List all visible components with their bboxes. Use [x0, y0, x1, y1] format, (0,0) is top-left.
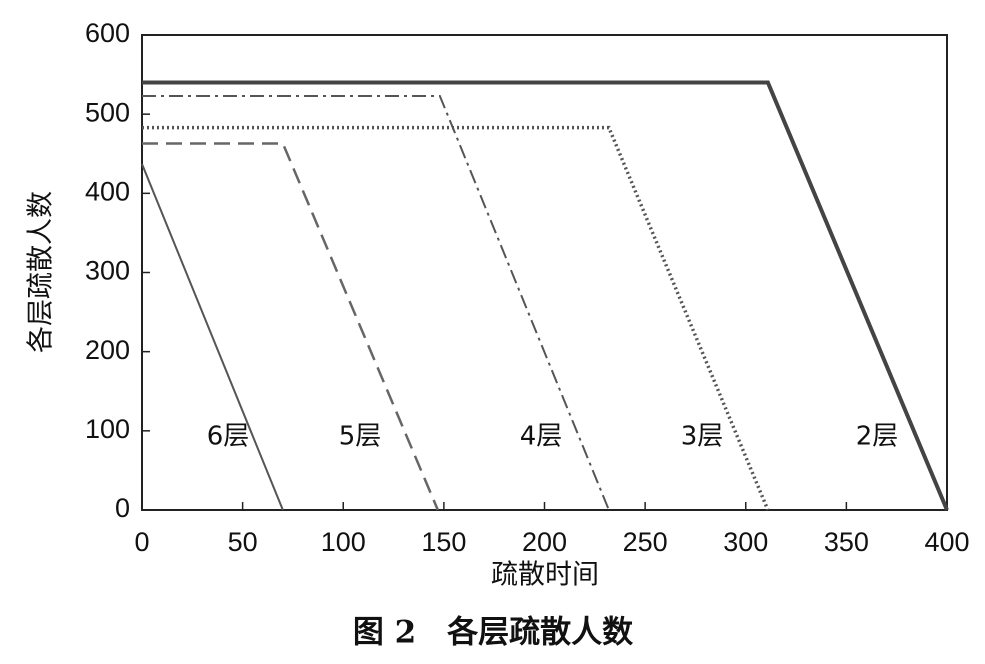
- x-tick-label: 50: [228, 527, 258, 557]
- series-label: 4层: [520, 422, 563, 452]
- series-label: 5层: [339, 422, 382, 452]
- caption: 图 2 各层疏散人数: [353, 615, 633, 651]
- y-tick-label: 100: [85, 414, 130, 444]
- series-line: [142, 125, 770, 511]
- series-line: [141, 163, 284, 511]
- y-tick-label: 200: [85, 335, 130, 365]
- x-tick-label: 200: [522, 527, 567, 557]
- series-label: 3层: [681, 422, 724, 452]
- y-tick-label: 500: [85, 97, 130, 127]
- x-tick-label: 100: [321, 527, 366, 557]
- series-line: [142, 80, 949, 511]
- series-line: [142, 94, 610, 511]
- x-tick-label: 350: [824, 527, 869, 557]
- series-line: [142, 142, 439, 511]
- y-tick-label: 400: [85, 176, 130, 206]
- x-axis-label: 疏散时间: [491, 560, 599, 591]
- x-tick-label: 250: [623, 527, 668, 557]
- x-tick-label: 150: [421, 527, 466, 557]
- y-tick-label: 600: [85, 18, 130, 48]
- y-tick-label: 300: [85, 256, 130, 286]
- x-tick-label: 300: [723, 527, 768, 557]
- x-tick-label: 0: [134, 527, 149, 557]
- y-tick-label: 0: [115, 493, 130, 523]
- y-axis-label: 各层疏散人数: [26, 191, 57, 353]
- series-label: 6层: [207, 422, 250, 452]
- series-label: 2层: [856, 422, 899, 452]
- x-tick-label: 400: [924, 527, 969, 557]
